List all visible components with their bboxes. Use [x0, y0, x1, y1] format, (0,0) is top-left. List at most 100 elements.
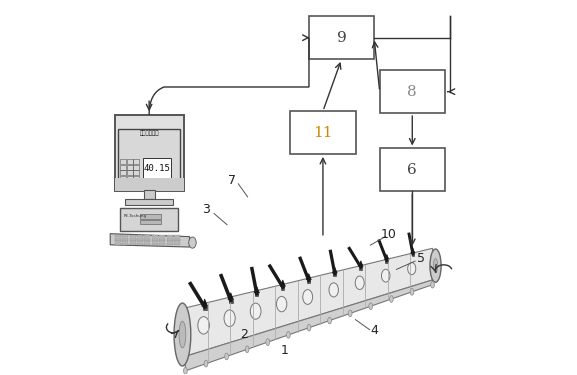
Bar [115, 235, 121, 237]
Bar [120, 159, 126, 164]
Ellipse shape [369, 303, 373, 309]
Bar [144, 240, 151, 242]
Polygon shape [411, 248, 415, 253]
Bar [159, 240, 165, 242]
Bar [137, 238, 143, 240]
Ellipse shape [276, 296, 287, 312]
Bar [130, 238, 136, 240]
Ellipse shape [189, 237, 196, 248]
Ellipse shape [204, 360, 208, 367]
Bar [334, 273, 336, 276]
Polygon shape [185, 248, 433, 356]
Bar [385, 260, 388, 263]
Bar [115, 238, 121, 240]
Ellipse shape [381, 269, 390, 282]
Bar [122, 240, 128, 242]
Text: 8: 8 [407, 85, 417, 99]
Polygon shape [306, 273, 312, 280]
Bar [130, 240, 136, 242]
Bar [159, 238, 165, 240]
Polygon shape [228, 292, 234, 300]
Text: 11: 11 [313, 126, 333, 140]
Bar [380, 148, 445, 191]
Bar [130, 243, 136, 245]
Bar [144, 190, 155, 200]
Ellipse shape [198, 316, 209, 334]
Bar [137, 240, 143, 242]
Bar [152, 238, 158, 240]
Ellipse shape [245, 346, 249, 352]
Bar [125, 199, 173, 206]
Bar [167, 240, 173, 242]
Bar [143, 158, 171, 178]
Bar [174, 238, 180, 240]
Bar [115, 243, 121, 245]
Ellipse shape [224, 310, 235, 327]
Text: 3: 3 [202, 203, 210, 216]
Ellipse shape [183, 368, 188, 374]
Bar [140, 219, 161, 224]
Ellipse shape [430, 281, 434, 288]
Ellipse shape [224, 353, 228, 360]
Polygon shape [202, 299, 208, 306]
Bar [133, 170, 139, 175]
Bar [152, 235, 158, 237]
Polygon shape [358, 261, 363, 267]
Bar [309, 16, 374, 59]
Ellipse shape [179, 321, 186, 348]
Ellipse shape [287, 332, 290, 338]
Text: 1: 1 [281, 344, 288, 357]
Bar [174, 235, 180, 237]
Bar [120, 165, 126, 170]
Bar [281, 286, 284, 290]
Bar [126, 170, 133, 175]
Polygon shape [385, 254, 389, 260]
Bar [118, 129, 180, 184]
Bar [115, 115, 183, 191]
Bar [133, 176, 139, 181]
Bar [152, 240, 158, 242]
Bar [133, 159, 139, 164]
Bar [120, 176, 126, 181]
Text: 6: 6 [407, 163, 417, 177]
Bar [120, 208, 178, 231]
Bar [122, 235, 128, 237]
Ellipse shape [410, 288, 414, 295]
Ellipse shape [174, 303, 191, 366]
Ellipse shape [329, 283, 338, 297]
Bar [137, 243, 143, 245]
Bar [122, 243, 128, 245]
Bar [307, 280, 310, 283]
Polygon shape [185, 280, 433, 371]
Polygon shape [280, 280, 286, 286]
Ellipse shape [328, 317, 331, 324]
Text: 10: 10 [381, 228, 397, 240]
Bar [126, 176, 133, 181]
Bar [159, 235, 165, 237]
Ellipse shape [303, 290, 313, 304]
Bar [126, 165, 133, 170]
Text: PE-Toshung: PE-Toshung [123, 214, 147, 217]
Polygon shape [110, 234, 189, 247]
Bar [229, 300, 233, 303]
Ellipse shape [408, 262, 416, 274]
Ellipse shape [266, 339, 269, 345]
Bar [203, 306, 207, 310]
Bar [137, 235, 143, 237]
Bar [115, 240, 121, 242]
Text: 4: 4 [370, 324, 378, 337]
Bar [122, 238, 128, 240]
Bar [167, 235, 173, 237]
Bar [144, 238, 151, 240]
Bar [255, 293, 258, 297]
Bar [380, 70, 445, 113]
Bar [130, 235, 136, 237]
Ellipse shape [433, 258, 438, 273]
Bar [167, 243, 173, 245]
Ellipse shape [250, 303, 261, 319]
Bar [174, 240, 180, 242]
Ellipse shape [430, 249, 441, 282]
Bar [120, 170, 126, 175]
Text: 2: 2 [240, 328, 248, 341]
Bar [144, 235, 151, 237]
